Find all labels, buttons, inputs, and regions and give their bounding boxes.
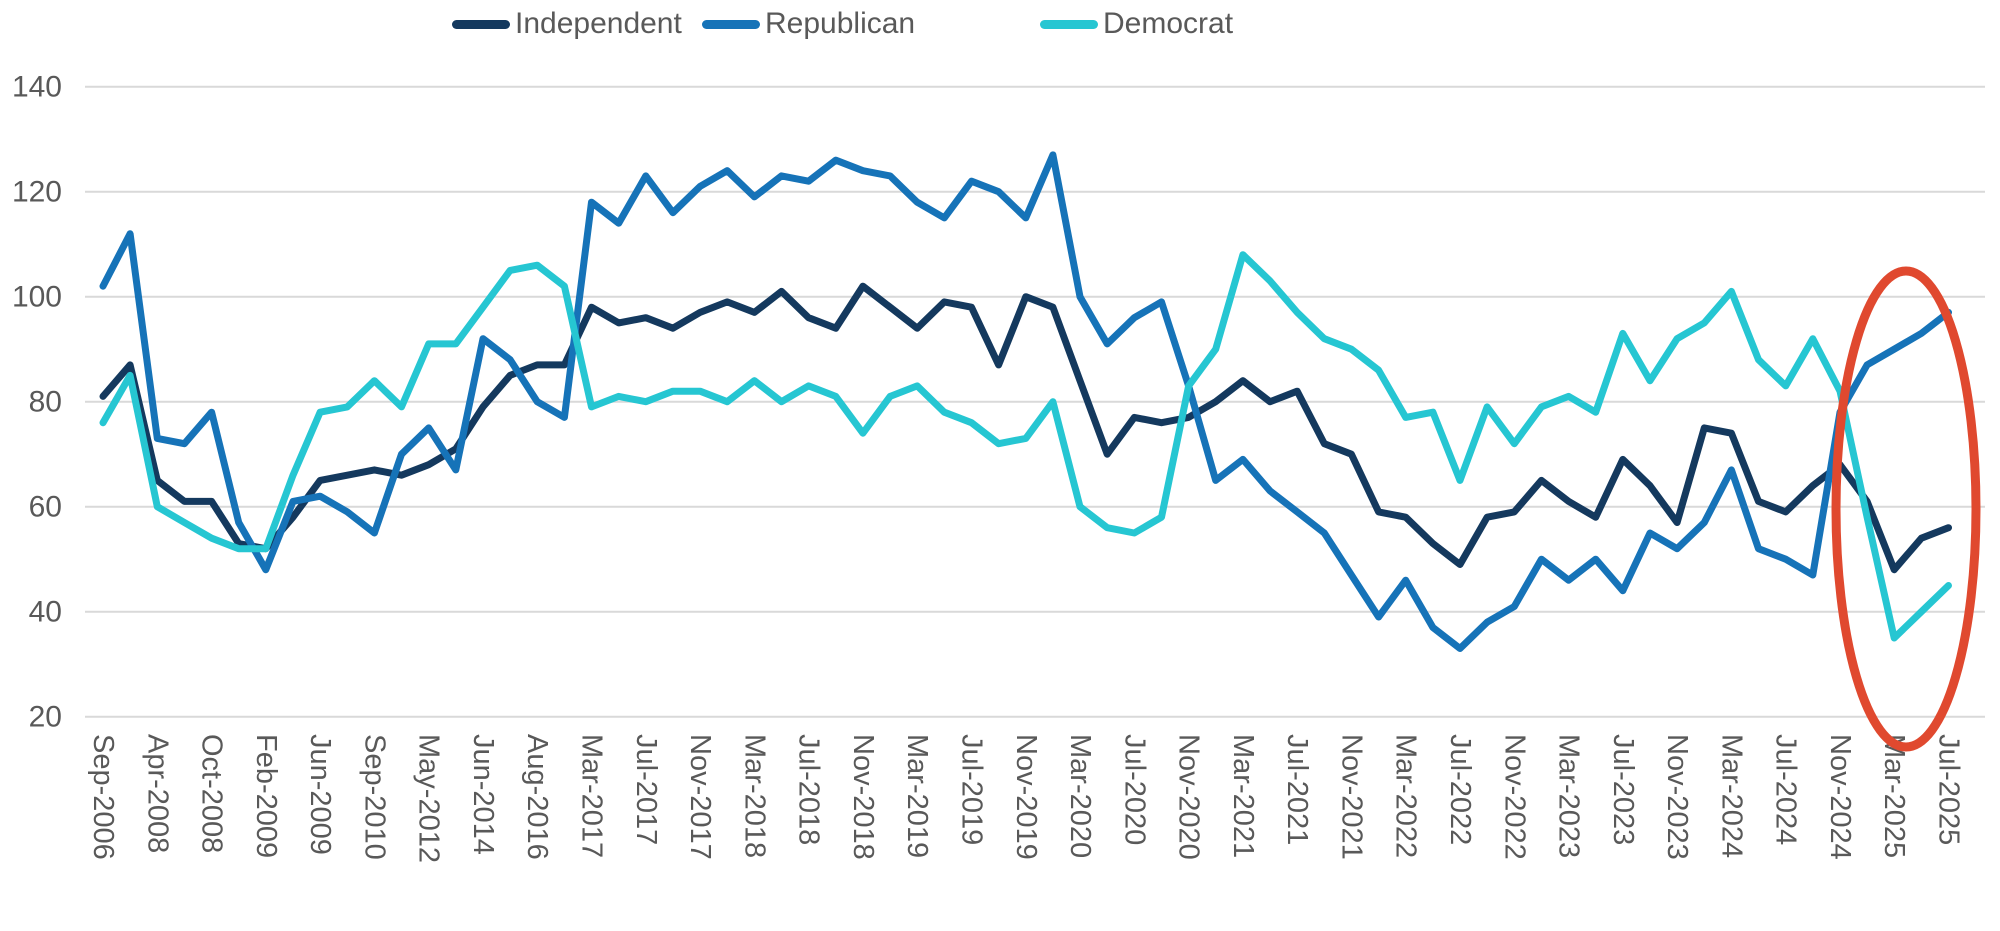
x-axis-tick-label: Mar-2018 xyxy=(738,734,770,858)
x-axis-tick-label: Nov-2020 xyxy=(1173,734,1205,860)
x-axis-tick-label: Mar-2022 xyxy=(1390,734,1422,858)
highlight-ellipse-annotation xyxy=(1831,266,1981,752)
x-axis-tick-label: Nov-2018 xyxy=(847,734,879,860)
x-axis-tick-label: Jul-2025 xyxy=(1933,734,1965,845)
x-axis-tick-label: Nov-2023 xyxy=(1661,734,1693,860)
x-axis-tick-label: Mar-2021 xyxy=(1227,734,1259,858)
x-axis-tick-label: Jul-2021 xyxy=(1281,734,1313,845)
y-axis-tick-label: 140 xyxy=(12,71,62,104)
x-axis-tick-label: Mar-2019 xyxy=(901,734,933,858)
legend-label-independent: Independent xyxy=(515,7,682,40)
y-axis-tick-label: 20 xyxy=(29,701,62,734)
x-axis-tick-label: Jul-2018 xyxy=(793,734,825,845)
x-axis-tick-label: Jul-2019 xyxy=(955,734,987,845)
x-axis-tick-label: Sep-2006 xyxy=(87,734,119,860)
independent-line xyxy=(99,282,1952,574)
x-axis-tick-label: Jul-2024 xyxy=(1770,734,1802,845)
x-axis-tick-label: Nov-2021 xyxy=(1335,734,1367,860)
x-axis-tick-label: Nov-2019 xyxy=(1010,734,1042,860)
y-axis-tick-label: 120 xyxy=(12,176,62,209)
x-axis-tick-label: Jun-2014 xyxy=(467,734,499,855)
y-axis-tick-label: 80 xyxy=(29,386,62,419)
x-axis-tick-label: Aug-2016 xyxy=(521,734,553,860)
x-axis-tick-label: Jul-2022 xyxy=(1444,734,1476,845)
y-axis-tick-label: 100 xyxy=(12,281,62,314)
x-axis-tick-label: Mar-2017 xyxy=(576,734,608,858)
democrat-line xyxy=(99,251,1952,642)
x-axis-tick-label: Jul-2023 xyxy=(1607,734,1639,845)
republican-line xyxy=(99,151,1952,652)
x-axis-tick-label: Sep-2010 xyxy=(358,734,390,860)
democrat-line-swatch-icon xyxy=(1040,19,1098,29)
x-axis-tick-label: Nov-2022 xyxy=(1498,734,1530,860)
legend-item-democrat: Democrat xyxy=(1040,6,1233,42)
y-axis-tick-label: 40 xyxy=(29,596,62,629)
independent-line-swatch-icon xyxy=(452,19,510,29)
legend-label-republican: Republican xyxy=(765,7,916,40)
republican-line-swatch-icon xyxy=(702,19,760,29)
chart-legend: Independent Republican Democrat xyxy=(0,6,2000,46)
legend-item-independent: Independent xyxy=(452,6,682,42)
x-axis-tick-label: Oct-2008 xyxy=(196,734,228,853)
y-axis-tick-label: 60 xyxy=(29,491,62,524)
legend-label-democrat: Democrat xyxy=(1103,7,1234,40)
x-axis-tick-label: Nov-2017 xyxy=(684,734,716,860)
x-axis-tick-label: Apr-2008 xyxy=(141,734,173,853)
legend-item-republican: Republican xyxy=(702,6,915,42)
x-axis-tick-label: Mar-2024 xyxy=(1715,734,1747,858)
x-axis-tick-label: Mar-2023 xyxy=(1553,734,1585,858)
x-axis-tick-label: Feb-2009 xyxy=(250,734,282,858)
x-axis-tick-label: May-2012 xyxy=(413,734,445,863)
x-axis-tick-label: Jul-2020 xyxy=(1118,734,1150,845)
x-axis-tick-label: Nov-2024 xyxy=(1824,734,1856,860)
x-axis-tick-label: Mar-2025 xyxy=(1878,734,1910,858)
x-axis-tick-label: Mar-2020 xyxy=(1064,734,1096,858)
x-axis-tick-label: Jul-2017 xyxy=(630,734,662,845)
x-axis-tick-label: Jun-2009 xyxy=(304,734,336,855)
